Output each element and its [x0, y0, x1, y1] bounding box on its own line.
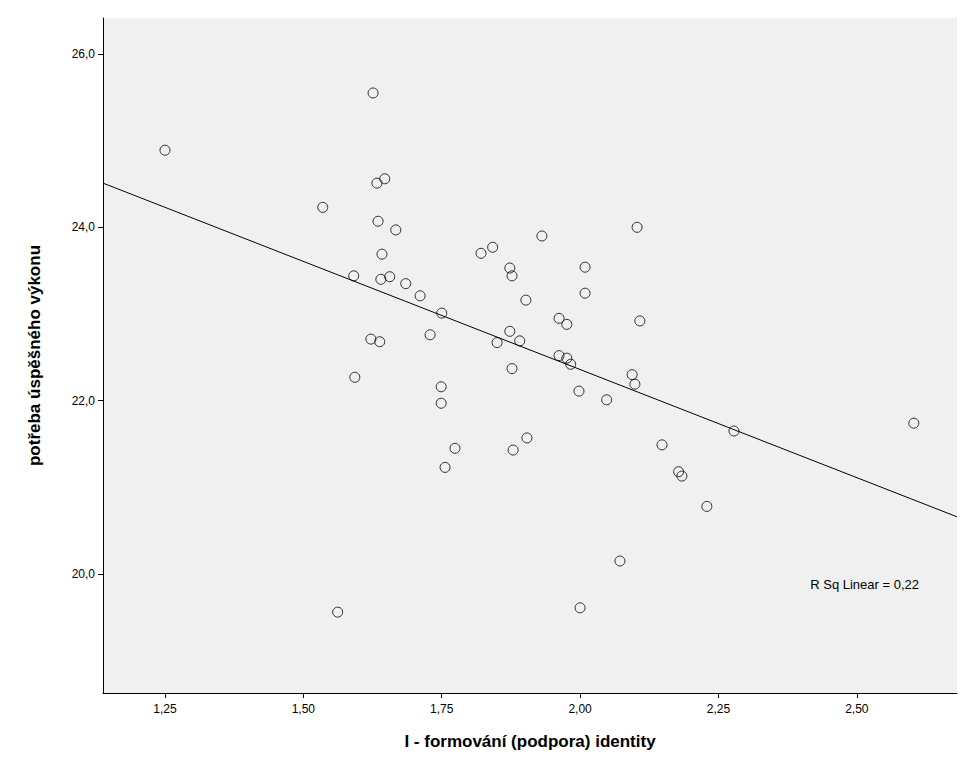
svg-text:1,75: 1,75 [430, 702, 454, 716]
svg-text:2,50: 2,50 [845, 702, 869, 716]
svg-text:1,50: 1,50 [292, 702, 316, 716]
svg-text:20,0: 20,0 [72, 567, 96, 581]
svg-text:I - formování (podpora) identi: I - formování (podpora) identity [404, 732, 656, 751]
svg-text:potřeba úspěšného výkonu: potřeba úspěšného výkonu [25, 245, 44, 466]
svg-text:R Sq Linear = 0,22: R Sq Linear = 0,22 [810, 577, 919, 592]
svg-text:1,25: 1,25 [153, 702, 177, 716]
svg-text:2,00: 2,00 [568, 702, 592, 716]
svg-text:2,25: 2,25 [707, 702, 731, 716]
svg-text:22,0: 22,0 [72, 394, 96, 408]
svg-text:26,0: 26,0 [72, 47, 96, 61]
svg-text:24,0: 24,0 [72, 220, 96, 234]
